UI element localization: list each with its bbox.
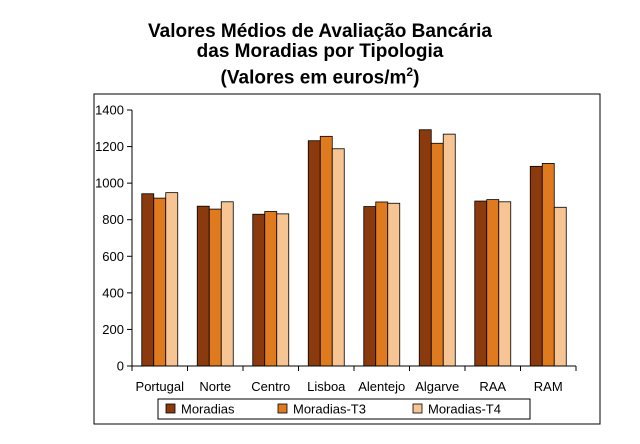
x-axis: Portugal Norte Centro Lisboa Alentejo Algarve…: [131, 365, 577, 394]
y-tick-label: 0: [117, 359, 124, 374]
legend-label: Moradias-T4: [428, 402, 501, 417]
bar-moradias-lisboa: [307, 140, 321, 367]
bar-moradias-norte: [196, 205, 210, 367]
y-tick-label: 1000: [95, 176, 124, 191]
bar-moradias-t3-norte: [208, 208, 222, 367]
plot-area: [141, 129, 567, 367]
y-tick-label: 800: [102, 212, 124, 227]
legend-swatch: [412, 403, 423, 414]
x-tick-label: Centro: [251, 379, 290, 394]
title-line-3: (Valores em euros/m2): [0, 62, 640, 88]
title-units-sup: 2: [406, 65, 414, 79]
x-tick-label: Portugal: [136, 379, 185, 394]
x-tick-label: Norte: [199, 379, 231, 394]
legend-label: Moradias-T3: [293, 402, 366, 417]
title-line-2: das Moradias por Tipologia: [196, 41, 444, 62]
x-tick-label: Alentejo: [358, 379, 405, 394]
bar-moradias-raa: [474, 200, 488, 367]
chart-title: Valores Médios de Avaliação Bancária das…: [0, 22, 640, 88]
title-line-1: Valores Médios de Avaliação Bancária: [148, 21, 492, 42]
y-axis: 0 200 400 600 800 1000 1200 1400: [95, 103, 133, 374]
bar-moradias-t3-portugal: [153, 197, 167, 367]
bar-moradias-t4-lisboa: [331, 148, 345, 367]
bar-moradias-t3-centro: [264, 211, 278, 367]
bar-moradias-t4-centro: [276, 213, 290, 367]
bar-moradias-alentejo: [363, 206, 377, 367]
bar-moradias-t3-raa: [486, 199, 500, 367]
bar-moradias-t3-lisboa: [319, 135, 333, 367]
bar-moradias-t3-alentejo: [375, 201, 389, 367]
bar-moradias-algarve: [418, 129, 432, 367]
bar-moradias-t3-algarve: [430, 142, 444, 367]
bar-moradias-t4-ram: [553, 206, 567, 367]
y-tick-label: 400: [102, 285, 124, 300]
y-tick-label: 600: [102, 249, 124, 264]
bar-moradias-t4-portugal: [165, 192, 179, 367]
x-tick-label: Algarve: [415, 379, 459, 394]
title-units-prefix: (Valores em euros/m: [220, 67, 407, 89]
x-tick-label: RAM: [534, 379, 563, 394]
chart-frame: [93, 93, 601, 425]
y-tick-label: 200: [102, 322, 124, 337]
bar-moradias-t4-alentejo: [387, 202, 401, 367]
bar-moradias-ram: [529, 165, 543, 367]
legend: Moradias Moradias-T3 Moradias-T4: [157, 398, 531, 420]
legend-box: [157, 398, 531, 420]
title-units-suffix: ): [413, 67, 420, 89]
legend-swatch: [277, 403, 288, 414]
legend-label: Moradias: [181, 402, 235, 417]
y-tick-label: 1400: [95, 103, 124, 118]
bar-moradias-portugal: [141, 193, 155, 367]
bar-moradias-t4-algarve: [442, 133, 456, 367]
bar-moradias-t4-norte: [220, 201, 234, 367]
bar-moradias-t3-ram: [541, 162, 555, 367]
x-tick-label: Lisboa: [307, 379, 346, 394]
y-tick-label: 1200: [95, 139, 124, 154]
bar-moradias-t4-raa: [498, 201, 512, 367]
x-tick-label: RAA: [479, 379, 506, 394]
bar-moradias-centro: [252, 213, 266, 367]
legend-swatch: [165, 403, 176, 414]
